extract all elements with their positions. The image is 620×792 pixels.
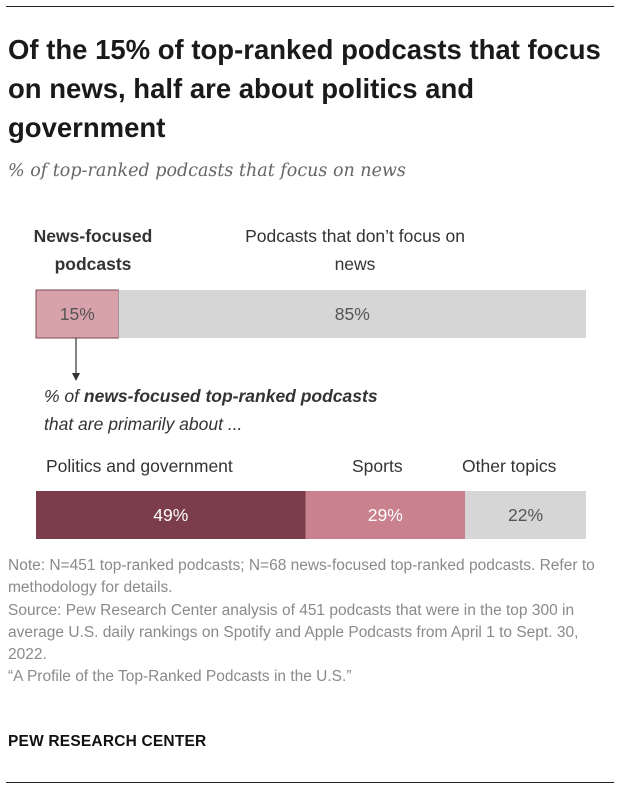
notes-block: Note: N=451 top-ranked podcasts; N=68 ne… <box>8 555 614 689</box>
category-label-not-news: Podcasts that don’t focus on news <box>245 226 465 274</box>
value-label-news-focused-podcasts: 15% <box>60 304 95 324</box>
stacked-bar-charts: 15% 85% 49% 29% 22% <box>35 289 586 539</box>
category-label-sports: Sports <box>352 456 403 476</box>
brand-wordmark: PEW RESEARCH CENTER <box>8 733 207 750</box>
value-label-politics-and-government: 49% <box>153 505 188 525</box>
sub-chart-prompt: % of news-focused top-ranked podcasts th… <box>44 382 378 438</box>
chart-title: Of the 15% of top-ranked podcasts that f… <box>8 34 601 143</box>
down-arrow-connector <box>72 338 80 381</box>
value-label-other-topics: 22% <box>508 505 543 525</box>
note-text: Note: N=451 top-ranked podcasts; N=68 ne… <box>8 557 595 597</box>
value-label-podcasts-that-don-t-focus-on-news: 85% <box>335 304 370 324</box>
category-label-politics: Politics and government <box>46 456 233 476</box>
value-label-sports: 29% <box>368 505 403 525</box>
sub-prompt-bold: news-focused top-ranked podcasts <box>83 386 378 406</box>
bar-segment-politics-and-government <box>36 491 306 539</box>
sub-prompt-prefix: % of <box>44 386 84 406</box>
report-title: “A Profile of the Top-Ranked Podcasts in… <box>8 668 352 686</box>
bottom-stacked-bar: 49% 29% 22% <box>36 491 586 539</box>
sub-prompt-suffix: that are primarily about ... <box>44 414 243 434</box>
source-text: Source: Pew Research Center analysis of … <box>8 601 579 664</box>
chart-subtitle: % of top-ranked podcasts that focus on n… <box>8 161 406 181</box>
bar-segment-sports <box>305 491 465 539</box>
category-label-news-focused: News-focused podcasts <box>33 226 153 274</box>
bar-segment-other-topics <box>465 491 586 539</box>
bar-segment-news-focused-podcasts <box>35 289 119 339</box>
category-label-other: Other topics <box>462 456 557 476</box>
bar-segment-podcasts-that-don-t-focus-on-news <box>118 290 586 338</box>
top-stacked-bar: 15% 85% <box>35 289 586 339</box>
bottom-rule <box>6 782 614 783</box>
top-rule <box>6 6 614 7</box>
